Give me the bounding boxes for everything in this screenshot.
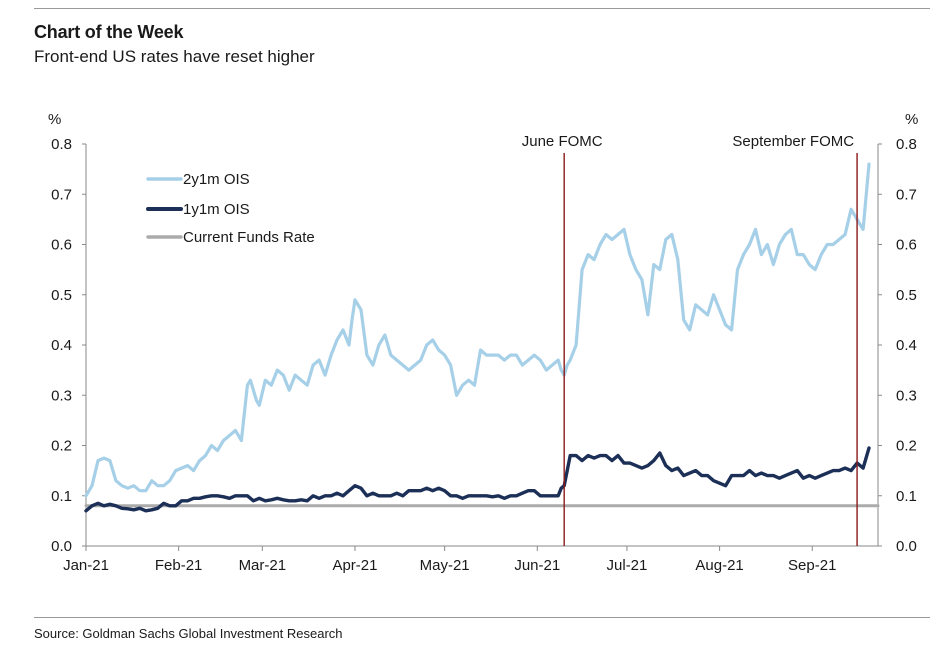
y-axis-unit-right: %	[905, 111, 918, 128]
y-tick-label-right: 0.1	[896, 488, 917, 505]
y-tick-label-right: 0.2	[896, 438, 917, 455]
y-tick-label-left: 0.5	[51, 287, 72, 304]
chart-title: Chart of the Week	[34, 22, 184, 42]
y-tick-label-right: 0.5	[896, 287, 917, 304]
y-tick-label-left: 0.4	[51, 337, 72, 354]
x-tick-label: Aug-21	[695, 557, 743, 574]
x-tick-label: Jun-21	[514, 557, 560, 574]
series-line-2y1m-ois	[84, 162, 871, 498]
x-tick-label: May-21	[420, 557, 470, 574]
legend-label: 1y1m OIS	[183, 201, 250, 218]
y-tick-label-right: 0.7	[896, 186, 917, 203]
y-tick-label-left: 0.1	[51, 488, 72, 505]
x-tick-label: Jul-21	[607, 557, 648, 574]
y-axis-unit-left: %	[48, 111, 61, 128]
bottom-rule	[34, 617, 930, 618]
x-tick-label: Sep-21	[788, 557, 836, 574]
y-tick-label-left: 0.6	[51, 237, 72, 254]
y-tick-label-right: 0.8	[896, 136, 917, 153]
x-tick-label: Apr-21	[332, 557, 377, 574]
series-line-1y1m-ois	[84, 446, 871, 513]
y-tick-label-right: 0.0	[896, 538, 917, 555]
y-tick-label-left: 0.0	[51, 538, 72, 555]
y-tick-label-left: 0.2	[51, 438, 72, 455]
y-tick-label-right: 0.3	[896, 387, 917, 404]
x-tick-label: Feb-21	[155, 557, 203, 574]
top-rule	[34, 8, 930, 9]
y-tick-label-left: 0.8	[51, 136, 72, 153]
legend-label: 2y1m OIS	[183, 171, 250, 188]
y-tick-label-left: 0.7	[51, 186, 72, 203]
y-tick-label-right: 0.6	[896, 237, 917, 254]
x-tick-label: Mar-21	[239, 557, 287, 574]
june-fomc-label: June FOMC	[522, 133, 603, 150]
september-fomc-label: September FOMC	[732, 133, 854, 150]
x-tick-label: Jan-21	[63, 557, 109, 574]
y-tick-label-right: 0.4	[896, 337, 917, 354]
legend-label: Current Funds Rate	[183, 229, 315, 246]
chart-subtitle: Front-end US rates have reset higher	[34, 47, 315, 66]
source-note: Source: Goldman Sachs Global Investment …	[34, 626, 343, 641]
y-tick-label-left: 0.3	[51, 387, 72, 404]
